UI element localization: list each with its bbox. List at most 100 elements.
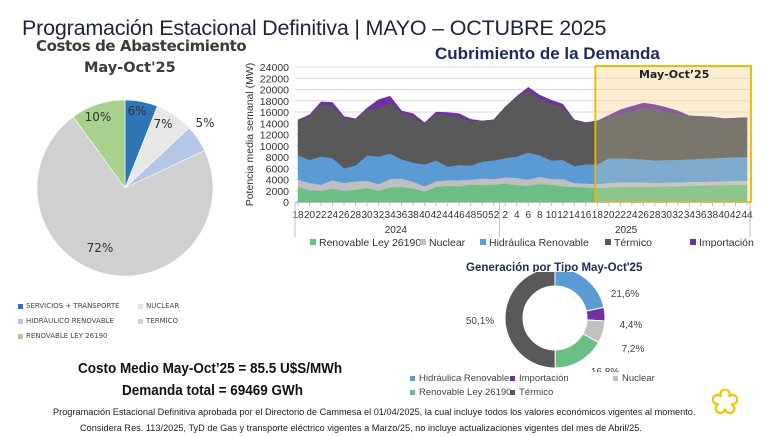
page-title: Programación Estacional Definitiva | MAY… — [22, 16, 607, 40]
x-tick-label: 14 — [569, 210, 581, 221]
x-tick-label: 36 — [695, 210, 707, 221]
donut-data-label: 21,6% — [611, 289, 639, 300]
footnote-approval: Programación Estacional Definitiva aprob… — [53, 407, 696, 417]
x-tick-label: 40 — [718, 210, 730, 221]
donut-legend-item: Renovable Ley 26190 — [410, 387, 511, 398]
highlight-region-border — [594, 65, 752, 203]
x-tick-label: 8 — [537, 210, 543, 221]
x-tick-label: 34 — [385, 210, 397, 221]
average-cost-summary: Costo Medio May-Oct’25 = 85.5 U$S/MWh — [78, 361, 343, 377]
y-tick-label: 20000 — [260, 85, 289, 97]
costs-chart-subtitle: May-Oct'25 — [84, 60, 176, 76]
donut-legend-item: Térmico — [510, 387, 553, 398]
x-tick-label: 12 — [557, 210, 569, 221]
legend-swatch — [605, 239, 611, 245]
x-tick-label: 44 — [741, 210, 753, 221]
x-tick-label: 34 — [684, 210, 696, 221]
y-tick-label: 0 — [283, 197, 289, 209]
y-axis-title: Potencia media semanal (MW) — [244, 63, 256, 207]
donut-data-label: 7,2% — [622, 344, 645, 355]
pie-legend-item: HIDRÁULICO RENOVABLE — [18, 317, 114, 325]
legend-swatch — [690, 239, 696, 245]
pie-data-label: 72% — [87, 241, 114, 255]
x-tick-label: 20 — [603, 210, 615, 221]
x-tick-label: 2 — [502, 210, 508, 221]
y-tick-label: 8000 — [266, 152, 290, 164]
costs-pie-chart: 6% 7% 5% 72% 10% — [36, 99, 215, 277]
donut-legend-item: Hidráulica Renovable — [410, 373, 509, 384]
donut-legend-item: Importación — [510, 373, 569, 384]
x-tick-label: 16 — [580, 210, 592, 221]
legend-label: Térmico — [519, 387, 554, 398]
legend-label: RENOVABLE LEY 26190 — [26, 332, 108, 340]
y-tick-label: 6000 — [266, 163, 290, 175]
legend-swatch — [138, 318, 143, 324]
total-demand-summary: Demanda total = 69469 GWh — [122, 383, 303, 399]
legend-swatch — [18, 318, 23, 324]
logo-center — [718, 395, 732, 409]
generation-donut-chart: 21,6% 4,4% 7,2% 16,8% 50,1% — [466, 272, 645, 372]
y-tick-label: 4000 — [266, 175, 290, 187]
donut-slice-hidr-ulica-renovable — [554, 272, 605, 312]
y-tick-label: 18000 — [260, 96, 289, 108]
x-tick-label: 30 — [362, 210, 374, 221]
x-tick-label: 50 — [477, 210, 489, 221]
donut-slice-t-rmico — [504, 272, 556, 369]
legend-swatch — [420, 239, 426, 245]
donut-legend-item: Nuclear — [613, 373, 655, 384]
x-tick-label: 48 — [465, 210, 477, 221]
legend-swatch — [18, 333, 23, 339]
donut-data-label: 16,8% — [591, 367, 619, 372]
legend-swatch — [138, 303, 143, 309]
flower-logo-icon — [712, 389, 738, 415]
x-group-label: 2024 — [385, 225, 408, 236]
x-tick-label: 44 — [442, 210, 454, 221]
x-tick-label: 32 — [373, 210, 385, 221]
legend-label: Hidráulica Renovable — [489, 237, 589, 249]
donut-data-label: 4,4% — [620, 320, 643, 331]
generation-donut-title: Generación por Tipo May-Oct'25 — [466, 262, 643, 274]
demand-coverage-area-chart: 0200040006000800010000120001400016000180… — [244, 62, 754, 249]
footnote-considerations: Considera Res. 113/2025, TyD de Gas y tr… — [80, 423, 642, 433]
x-tick-label: 24 — [327, 210, 339, 221]
x-tick-label: 42 — [730, 210, 742, 221]
legend-swatch — [510, 390, 515, 395]
legend-label: Importación — [699, 237, 754, 249]
pie-legend-item: RENOVABLE LEY 26190 — [18, 332, 107, 340]
donut-slice-renovable-ley-26190 — [554, 333, 600, 369]
legend-label: NUCLEAR — [146, 302, 180, 310]
y-tick-label: 22000 — [260, 73, 289, 85]
legend-swatch — [410, 376, 415, 381]
x-tick-label: 52 — [488, 210, 500, 221]
x-tick-label: 10 — [546, 210, 558, 221]
legend-swatch — [480, 239, 486, 245]
legend-label: HIDRÁULICO RENOVABLE — [26, 317, 114, 325]
y-tick-label: 2000 — [266, 186, 290, 198]
x-tick-label: 32 — [672, 210, 684, 221]
pie-data-label: 10% — [85, 110, 112, 124]
pie-data-label: 6% — [127, 104, 146, 118]
x-tick-label: 26 — [638, 210, 650, 221]
legend-label: Hidráulica Renovable — [419, 373, 510, 384]
x-tick-label: 38 — [707, 210, 719, 221]
pie-slice-termico — [36, 116, 214, 277]
pie-legend-item: NUCLEAR — [138, 302, 179, 310]
y-tick-label: 10000 — [260, 141, 289, 153]
x-tick-label: 4 — [514, 210, 520, 221]
legend-label: Renovable Ley 26190 — [319, 237, 421, 249]
pie-data-label: 7% — [153, 117, 172, 131]
pie-data-label: 5% — [195, 116, 214, 130]
pie-legend-item: SERVICIOS + TRANSPORTE — [18, 302, 120, 310]
legend-label: TERMICO — [146, 317, 179, 325]
x-tick-label: 28 — [350, 210, 362, 221]
legend-swatch — [18, 303, 23, 309]
costs-chart-title: Costos de Abastecimiento — [36, 37, 247, 55]
x-group-label: 2025 — [615, 225, 638, 236]
donut-data-label: 50,1% — [466, 316, 494, 327]
x-tick-label: 22 — [615, 210, 627, 221]
demand-coverage-title: Cubrimiento de la Demanda — [435, 44, 660, 63]
highlight-region-label: May-Oct’25 — [639, 68, 709, 81]
x-tick-label: 18 — [292, 210, 304, 221]
x-tick-label: 30 — [661, 210, 673, 221]
legend-label: Importación — [519, 373, 569, 384]
